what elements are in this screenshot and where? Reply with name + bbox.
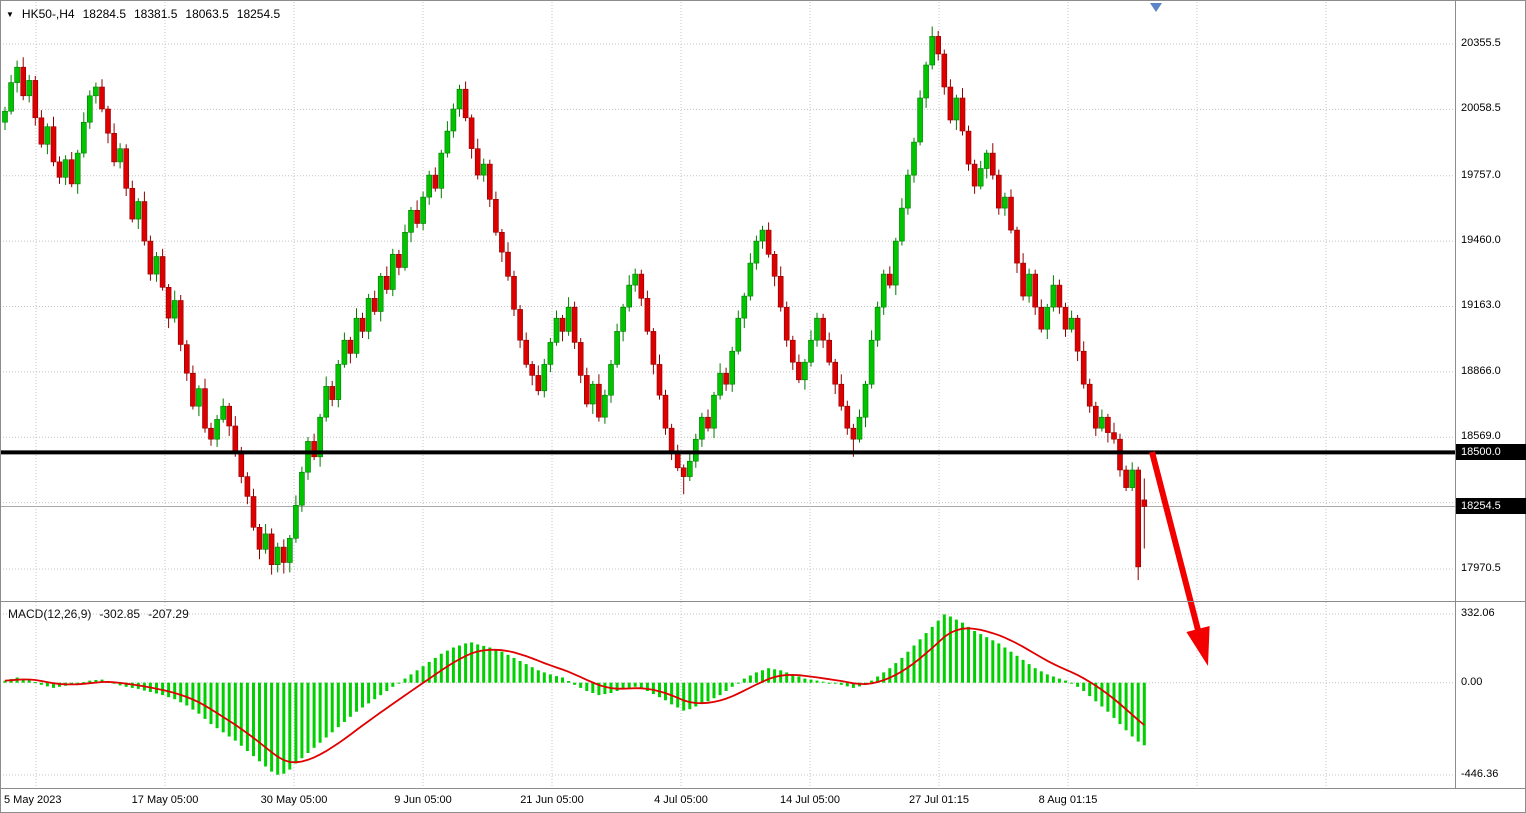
ohlc-high-value: 18381.5 — [134, 7, 178, 21]
chart-ohlc-header: ▼ HK50-,H4 18284.5 18381.5 18063.5 18254… — [6, 7, 280, 21]
ohlc-low-value: 18063.5 — [185, 7, 229, 21]
ohlc-open-value: 18284.5 — [82, 7, 126, 21]
grid-layer — [0, 2, 1455, 788]
symbol-timeframe-label: HK50-,H4 — [21, 7, 75, 21]
macd-histogram-layer — [3, 614, 1146, 775]
macd-indicator-name: MACD(12,26,9) — [8, 607, 92, 621]
macd-value: -302.85 — [99, 607, 141, 621]
macd-signal-value: -207.29 — [148, 607, 189, 621]
sell-arrow-annotation[interactable] — [1149, 451, 1210, 666]
macd-indicator-header: MACD(12,26,9) -302.85 -207.29 — [8, 607, 189, 621]
support-line-price-badge: 18500.0 — [1456, 444, 1526, 461]
ohlc-close-value: 18254.5 — [236, 7, 281, 21]
macd-signal-line — [4, 627, 1145, 764]
candles-layer — [2, 26, 1148, 581]
chart-shift-marker-icon[interactable] — [1150, 3, 1162, 12]
current-price-badge: 18254.5 — [1456, 498, 1526, 515]
symbol-dropdown-icon[interactable]: ▼ — [6, 9, 14, 19]
